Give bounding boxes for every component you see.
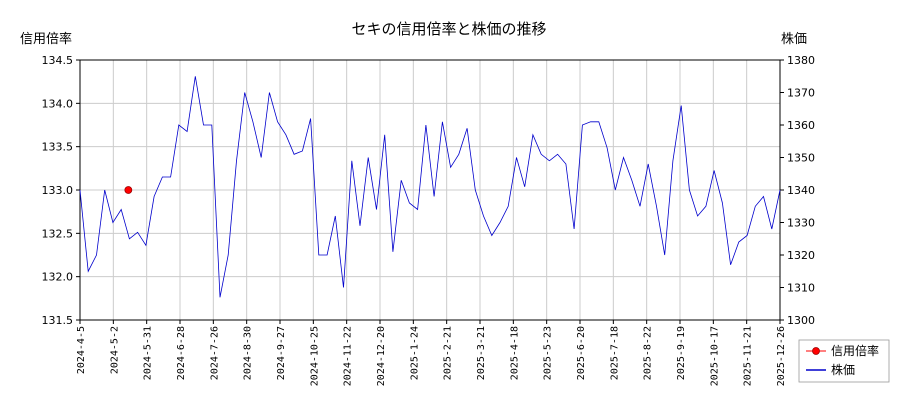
right-axis: 1380 1370 1360 1350 1340 1330 1320 1310 1300 (780, 54, 815, 327)
x-tick-label: 2024-6-28 (176, 326, 187, 380)
right-tick-label: 1330 (787, 217, 815, 230)
x-tick-label: 2025-1-24 (409, 326, 420, 380)
left-tick-label: 132.5 (42, 227, 74, 240)
x-axis: 2024-4-5 2024-5-2 2024-5-31 2024-6-28 2024-7… (76, 320, 787, 386)
x-tick-label: 2025-5-23 (543, 326, 554, 380)
right-axis-title: 株価 (781, 32, 807, 47)
series-ratio-points (124, 186, 133, 194)
right-tick-label: 1300 (787, 314, 815, 327)
legend-ratio-marker (812, 347, 820, 355)
series-price-line (79, 76, 781, 298)
x-tick-label: 2025-2-21 (443, 326, 454, 380)
x-tick-label: 2025-12-26 (776, 326, 787, 386)
right-tick-label: 1350 (787, 152, 815, 165)
x-tick-label: 2024-10-25 (309, 326, 320, 386)
left-tick-label: 134.0 (42, 97, 74, 110)
x-tick-label: 2025-7-18 (609, 326, 620, 380)
x-tick-label: 2024-5-2 (109, 326, 120, 374)
legend-price-label: 株価 (831, 362, 855, 377)
legend-ratio-label: 信用倍率 (831, 343, 879, 358)
right-tick-label: 1320 (787, 249, 815, 262)
right-tick-label: 1310 (787, 282, 815, 295)
left-tick-label: 132.0 (42, 271, 74, 284)
legend-box (798, 339, 890, 383)
x-tick-label: 2024-5-31 (143, 326, 154, 380)
right-tick-label: 1370 (787, 87, 815, 100)
left-tick-label: 131.5 (42, 314, 74, 327)
x-tick-label: 2024-12-20 (376, 326, 387, 386)
left-tick-label: 133.0 (42, 184, 74, 197)
x-tick-label: 2025-8-22 (643, 326, 654, 380)
chart-title: セキの信用倍率と株価の推移 (351, 20, 546, 38)
ratio-point (124, 186, 133, 194)
x-tick-label: 2024-4-5 (76, 326, 87, 374)
x-tick-label: 2025-10-17 (709, 326, 720, 386)
right-tick-label: 1380 (787, 54, 815, 67)
x-tick-label: 2025-11-21 (743, 326, 754, 386)
left-tick-label: 133.5 (42, 141, 74, 154)
right-tick-label: 1360 (787, 119, 815, 132)
grid (79, 59, 781, 321)
x-tick-label: 2024-9-27 (276, 326, 287, 380)
x-tick-label: 2025-3-21 (476, 326, 487, 380)
left-axis: 134.5 134.0 133.5 133.0 132.5 132.0 131.5 (42, 54, 80, 327)
x-tick-label: 2024-8-30 (243, 326, 254, 380)
left-tick-label: 134.5 (42, 54, 74, 67)
right-tick-label: 1340 (787, 184, 815, 197)
x-tick-label: 2025-4-18 (509, 326, 520, 380)
x-tick-label: 2025-9-19 (676, 326, 687, 380)
legend: 信用倍率 株価 (798, 339, 890, 383)
x-tick-label: 2025-6-20 (576, 326, 587, 380)
x-tick-label: 2024-11-22 (343, 326, 354, 386)
left-axis-title: 信用倍率 (20, 31, 72, 47)
x-tick-label: 2024-7-26 (209, 326, 220, 380)
